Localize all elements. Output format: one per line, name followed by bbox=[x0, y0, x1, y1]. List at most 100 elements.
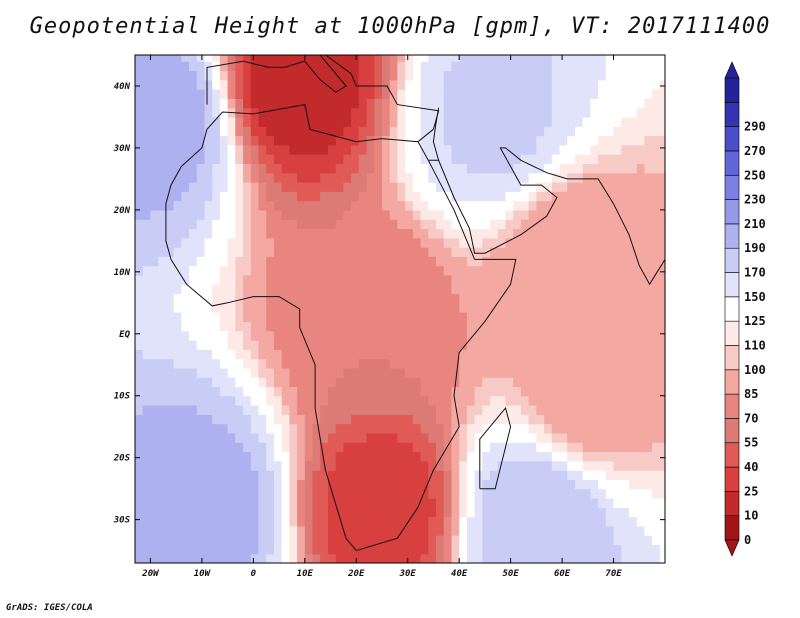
field-cell bbox=[505, 70, 514, 81]
field-cell bbox=[366, 98, 375, 109]
field-cell bbox=[405, 163, 414, 174]
field-cell bbox=[428, 98, 437, 109]
field-cell bbox=[312, 544, 321, 555]
field-cell bbox=[582, 442, 591, 453]
field-cell bbox=[343, 209, 352, 220]
field-cell bbox=[389, 451, 398, 462]
field-cell bbox=[490, 330, 499, 341]
field-cell bbox=[582, 330, 591, 341]
field-cell bbox=[281, 163, 290, 174]
field-cell bbox=[551, 117, 561, 127]
field-cell bbox=[289, 535, 298, 545]
field-cell bbox=[551, 358, 561, 369]
field-cell bbox=[505, 209, 514, 220]
colorbar-label: 40 bbox=[744, 460, 758, 474]
field-cell bbox=[397, 200, 406, 211]
field-cell bbox=[536, 209, 545, 220]
field-cell bbox=[258, 228, 267, 239]
field-cell bbox=[374, 265, 383, 276]
field-cell bbox=[621, 274, 630, 285]
field-cell bbox=[281, 367, 290, 378]
field-cell bbox=[451, 256, 460, 267]
field-cell bbox=[505, 358, 514, 369]
field-cell bbox=[312, 209, 321, 220]
field-cell bbox=[235, 321, 244, 332]
field-cell bbox=[505, 516, 514, 527]
field-cell bbox=[659, 293, 665, 304]
field-cell bbox=[513, 98, 522, 109]
field-cell bbox=[397, 274, 406, 285]
field-cell bbox=[613, 209, 622, 220]
field-cell bbox=[389, 544, 398, 555]
field-cell bbox=[351, 293, 360, 304]
field-cell bbox=[227, 293, 236, 304]
field-cell bbox=[189, 516, 198, 527]
field-cell bbox=[451, 451, 460, 462]
field-cell bbox=[644, 432, 653, 443]
field-cell bbox=[366, 284, 375, 295]
field-cell bbox=[328, 386, 337, 397]
field-cell bbox=[135, 135, 144, 146]
field-cell bbox=[621, 470, 630, 480]
field-cell bbox=[513, 516, 522, 527]
field-cell bbox=[659, 284, 665, 295]
colorbar-label: 0 bbox=[744, 533, 751, 547]
field-cell bbox=[497, 349, 507, 360]
field-cell bbox=[328, 172, 337, 183]
field-cell bbox=[567, 274, 576, 285]
field-cell bbox=[142, 432, 151, 443]
field-cell bbox=[219, 182, 229, 192]
field-cell bbox=[196, 247, 205, 257]
field-cell bbox=[343, 247, 352, 257]
field-cell bbox=[351, 460, 360, 471]
field-cell bbox=[590, 265, 599, 276]
field-cell bbox=[273, 154, 283, 164]
field-cell bbox=[497, 525, 507, 536]
field-cell bbox=[266, 535, 275, 545]
field-cell bbox=[636, 302, 645, 313]
field-cell bbox=[459, 126, 468, 137]
field-cell bbox=[598, 98, 607, 109]
field-cell bbox=[474, 200, 483, 211]
field-cell bbox=[605, 340, 615, 350]
field-cell bbox=[605, 191, 615, 202]
field-cell bbox=[497, 460, 507, 471]
field-cell bbox=[459, 330, 468, 341]
field-cell bbox=[204, 89, 213, 99]
field-cell bbox=[443, 470, 452, 480]
field-cell bbox=[366, 488, 375, 499]
field-cell bbox=[366, 358, 375, 369]
field-cell bbox=[490, 265, 499, 276]
field-cell bbox=[335, 163, 344, 174]
field-cell bbox=[497, 55, 507, 62]
field-cell bbox=[621, 479, 630, 490]
field-cell bbox=[165, 117, 175, 127]
field-cell bbox=[328, 516, 337, 527]
field-cell bbox=[258, 423, 267, 434]
field-cell bbox=[644, 405, 653, 415]
field-cell bbox=[158, 135, 167, 146]
field-cell bbox=[173, 358, 182, 369]
field-cell bbox=[652, 154, 661, 164]
field-cell bbox=[235, 312, 244, 322]
field-cell bbox=[250, 414, 260, 425]
field-cell bbox=[312, 284, 321, 295]
field-cell bbox=[389, 442, 398, 453]
field-cell bbox=[482, 321, 491, 332]
field-cell bbox=[613, 107, 622, 118]
colorbar-box bbox=[724, 199, 740, 225]
colorbar: 0102540557085100110125150170190210230250… bbox=[724, 61, 766, 557]
field-cell bbox=[428, 395, 437, 406]
field-cell bbox=[520, 172, 530, 183]
field-cell bbox=[397, 163, 406, 174]
field-cell bbox=[536, 330, 545, 341]
field-cell bbox=[328, 535, 337, 545]
field-cell bbox=[351, 507, 360, 518]
field-cell bbox=[551, 442, 561, 453]
field-cell bbox=[389, 154, 398, 164]
field-cell bbox=[405, 126, 414, 137]
field-cell bbox=[590, 135, 599, 146]
field-cell bbox=[250, 340, 260, 350]
field-cell bbox=[250, 209, 260, 220]
field-cell bbox=[273, 367, 283, 378]
